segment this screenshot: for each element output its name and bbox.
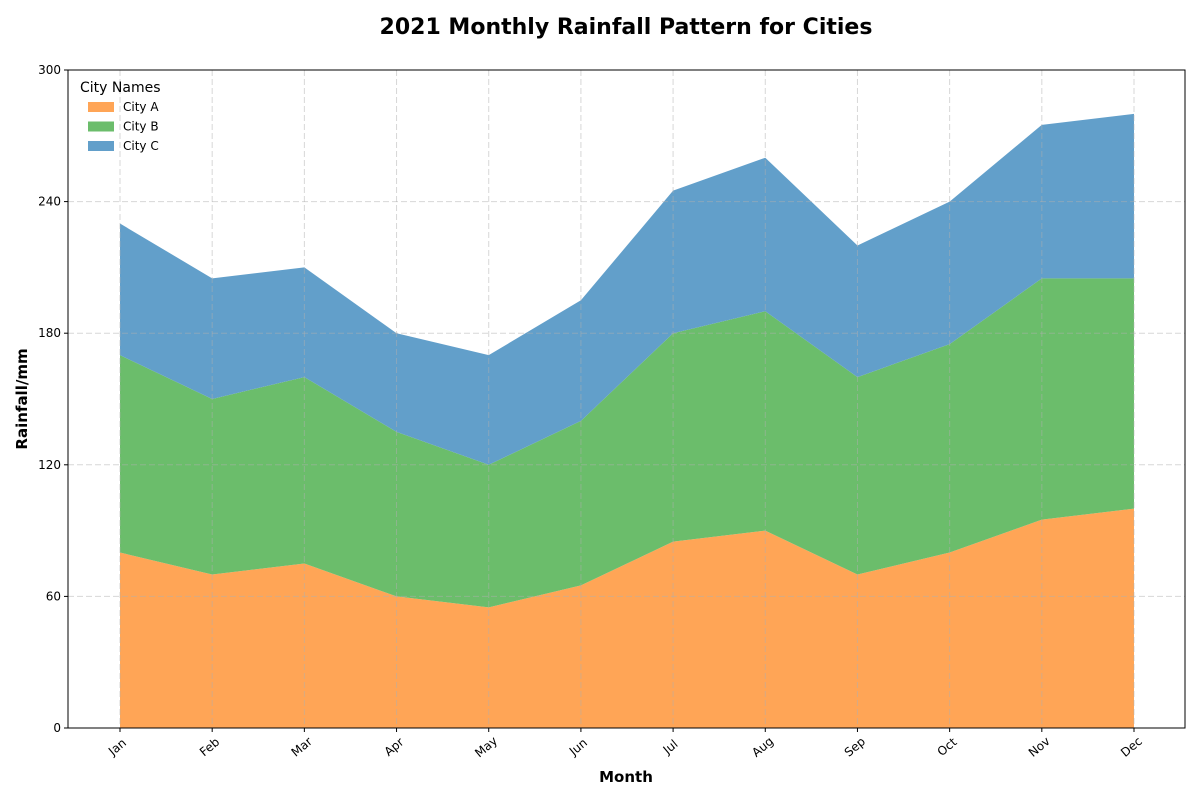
x-axis-label: Month	[599, 768, 653, 786]
x-tick-label: Sep	[842, 734, 868, 759]
x-tick-label: Oct	[935, 735, 960, 759]
chart-title: 2021 Monthly Rainfall Pattern for Cities	[380, 15, 873, 40]
legend-label: City A	[123, 100, 159, 114]
x-tick-label: Jul	[660, 737, 681, 758]
legend-title: City Names	[80, 80, 161, 96]
legend-swatch	[88, 102, 114, 112]
legend-label: City B	[123, 120, 159, 134]
legend: City Names City A City B City C	[80, 80, 161, 153]
legend-items: City A City B City C	[88, 100, 159, 153]
y-tick-label: 60	[46, 589, 61, 603]
area-series-city-a	[120, 508, 1134, 728]
legend-label: City C	[123, 139, 159, 153]
area-series-layer	[68, 69, 1185, 729]
x-tick-label: Mar	[289, 734, 315, 759]
legend-swatch	[88, 121, 114, 132]
y-tick-label: 120	[38, 458, 61, 472]
legend-swatch	[88, 141, 114, 151]
y-tick-label: 300	[38, 63, 61, 77]
x-tick-label: Jun	[566, 736, 590, 759]
area-series-city-b	[120, 278, 1134, 608]
y-tick-label: 180	[38, 326, 61, 340]
x-tick-label: Feb	[197, 735, 222, 759]
x-tick-label: May	[472, 734, 500, 761]
x-tick-label: Jan	[105, 736, 129, 759]
x-tick-label: Apr	[382, 735, 407, 759]
area-series-city-c	[120, 113, 1134, 465]
y-tick-label: 240	[38, 195, 61, 209]
plot-frame	[67, 69, 1186, 729]
y-axis-label: Rainfall/mm	[13, 348, 31, 449]
y-tick-label: 0	[53, 721, 61, 735]
x-tick-label: Aug	[749, 734, 776, 760]
x-tick-label: Dec	[1118, 734, 1145, 760]
x-tick-label: Nov	[1026, 734, 1053, 760]
